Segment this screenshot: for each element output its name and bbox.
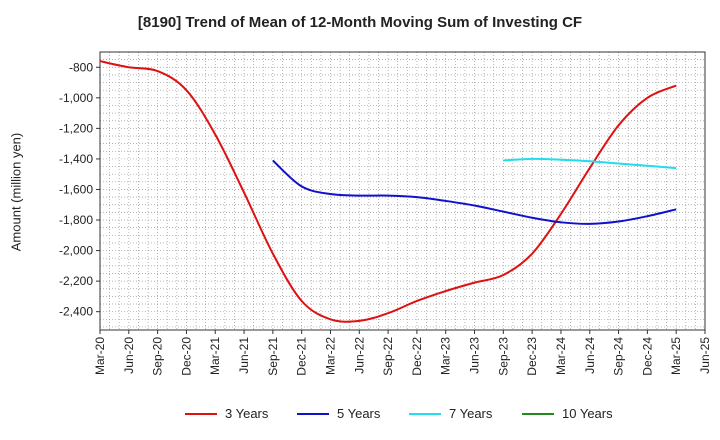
y-tick-label: -2,400 (59, 305, 93, 319)
x-tick-label: Mar-20 (93, 337, 107, 375)
x-tick-label: Dec-22 (410, 337, 424, 376)
x-tick-label: Sep-24 (612, 337, 626, 376)
y-tick-label: -2,200 (59, 274, 93, 288)
x-tick-label: Mar-23 (439, 337, 453, 375)
x-tick-label: Dec-24 (640, 337, 654, 376)
x-tick-label: Mar-21 (208, 337, 222, 375)
x-tick-label: Jun-25 (698, 337, 712, 374)
legend-label-5-years: 5 Years (337, 406, 381, 421)
x-tick-label: Sep-20 (151, 337, 165, 376)
x-tick-label: Jun-20 (122, 337, 136, 374)
x-tick-label: Mar-24 (554, 337, 568, 375)
x-tick-label: Sep-23 (496, 337, 510, 376)
legend-label-10-years: 10 Years (562, 406, 613, 421)
x-tick-label: Sep-22 (381, 337, 395, 376)
y-tick-label: -2,000 (59, 244, 93, 258)
y-tick-label: -1,600 (59, 182, 93, 196)
series-line-7-years (503, 157, 677, 170)
x-tick-label: Dec-23 (525, 337, 539, 376)
y-tick-label: -1,000 (59, 91, 93, 105)
plot-frame (99, 51, 706, 331)
x-tick-label: Mar-22 (323, 337, 337, 375)
legend-label-7-years: 7 Years (449, 406, 493, 421)
series-line-5-years (272, 159, 677, 225)
y-tick-label: -1,800 (59, 213, 93, 227)
x-tick-label: Jun-22 (352, 337, 366, 374)
x-tick-label: Jun-24 (583, 337, 597, 374)
x-tick-label: Jun-21 (237, 337, 251, 374)
y-tick-label: -800 (69, 60, 93, 74)
chart-title: [8190] Trend of Mean of 12-Month Moving … (137, 14, 583, 31)
plot-area (100, 52, 705, 330)
x-tick-label: Jun-23 (468, 337, 482, 374)
y-tick-label: -1,200 (59, 121, 93, 135)
x-tick-label: Dec-21 (295, 337, 309, 376)
legend-label-3-years: 3 Years (225, 406, 269, 421)
x-tick-label: Mar-25 (669, 337, 683, 375)
series-line-3-years (99, 60, 677, 323)
x-tick-label: Dec-20 (179, 337, 193, 376)
y-tick-label: -1,400 (59, 152, 93, 166)
x-tick-label: Sep-21 (266, 337, 280, 376)
